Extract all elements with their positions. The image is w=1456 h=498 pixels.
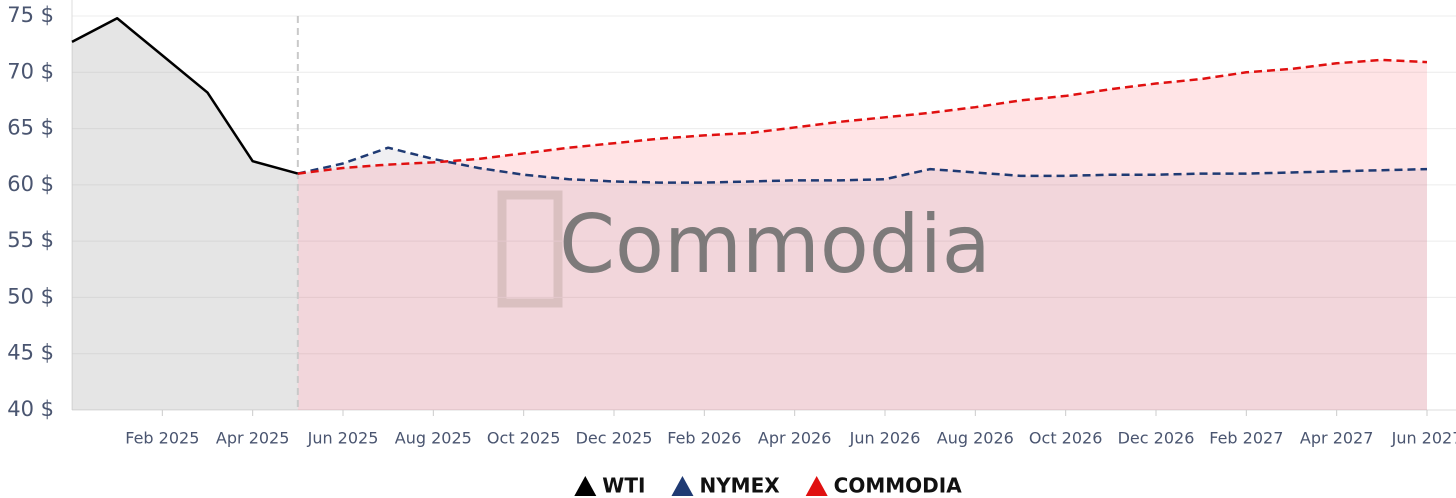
legend-marker xyxy=(574,476,597,496)
y-tick-label: 70 $ xyxy=(7,59,54,83)
y-tick-label: 50 $ xyxy=(7,284,54,308)
series-line xyxy=(297,58,1428,175)
y-tick-label: 45 $ xyxy=(7,341,54,365)
series-line xyxy=(71,17,299,175)
x-tick-label: Oct 2025 xyxy=(487,429,560,448)
y-tick-label: 55 $ xyxy=(7,228,54,252)
y-tick-label: 65 $ xyxy=(7,116,54,140)
x-tick-label: Aug 2026 xyxy=(937,429,1014,448)
x-tick-label: Aug 2025 xyxy=(395,429,472,448)
legend-marker xyxy=(805,476,828,496)
area xyxy=(297,59,1427,410)
series-line xyxy=(297,146,1428,184)
watermark-logo xyxy=(497,190,563,308)
y-tick-label: 60 $ xyxy=(7,172,54,196)
x-tick-label: Dec 2025 xyxy=(576,429,653,448)
x-tick-label: Oct 2026 xyxy=(1029,429,1102,448)
x-tick-label: Feb 2025 xyxy=(125,429,199,448)
x-tick-label: Apr 2026 xyxy=(758,429,831,448)
x-tick-label: Jun 2026 xyxy=(849,429,921,448)
y-tick-label: 40 $ xyxy=(7,397,54,421)
area xyxy=(72,18,298,410)
x-tick-label: Apr 2025 xyxy=(216,429,289,448)
legend-label: COMMODIA xyxy=(834,474,963,498)
legend: WTI NYMEX COMMODIA xyxy=(574,474,962,498)
x-tick-label: Dec 2026 xyxy=(1118,429,1195,448)
watermark: Commodia xyxy=(559,198,991,291)
x-tick-label: Feb 2027 xyxy=(1209,429,1283,448)
x-tick-label: Feb 2026 xyxy=(667,429,741,448)
legend-label: WTI xyxy=(602,474,645,498)
legend-marker xyxy=(671,476,694,496)
legend-label: NYMEX xyxy=(699,474,780,498)
x-tick-label: Jun 2027 xyxy=(1391,429,1456,448)
area xyxy=(297,147,1427,411)
x-tick-label: Jun 2025 xyxy=(307,429,379,448)
y-tick-label: 75 $ xyxy=(7,3,54,27)
x-tick-label: Apr 2027 xyxy=(1300,429,1373,448)
